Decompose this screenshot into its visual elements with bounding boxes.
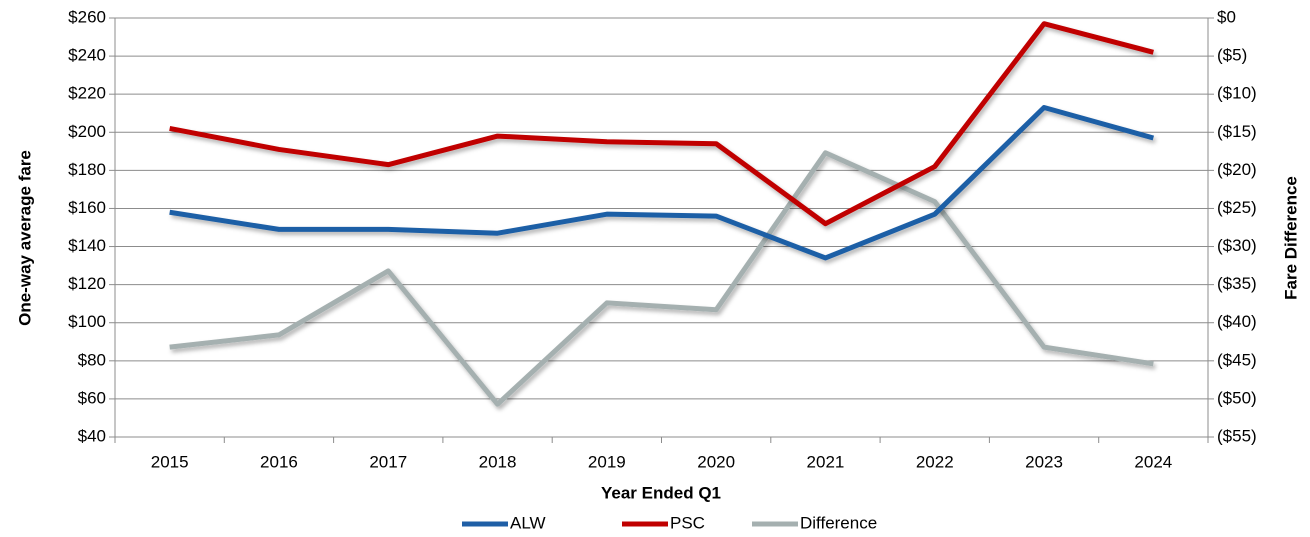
y-tick-label: $60 <box>78 388 106 407</box>
y2-tick-label: ($50) <box>1217 388 1257 407</box>
y2-tick-label: $0 <box>1217 7 1236 26</box>
y-tick-label: $160 <box>68 198 106 217</box>
y-tick-label: $100 <box>68 312 106 331</box>
series-line <box>169 150 1154 407</box>
x-tick-label: 2022 <box>916 452 954 471</box>
x-tick-label: 2018 <box>479 452 517 471</box>
y-tick-label: $240 <box>68 46 106 65</box>
y-tick-label: $200 <box>68 122 106 141</box>
x-tick-label: 2021 <box>807 452 845 471</box>
y-tick-label: $40 <box>78 426 106 445</box>
y2-axis-title: Fare Difference <box>1281 176 1300 300</box>
x-tick-label: 2019 <box>588 452 626 471</box>
x-tick-label: 2015 <box>151 452 189 471</box>
y2-tick-label: ($55) <box>1217 426 1257 445</box>
series-line <box>169 105 1155 261</box>
x-axis-title: Year Ended Q1 <box>601 483 721 502</box>
y2-tick-label: ($40) <box>1217 312 1257 331</box>
y2-tick-label: ($30) <box>1217 236 1257 255</box>
y2-tick-label: ($15) <box>1217 122 1257 141</box>
y2-tick-label: ($25) <box>1217 198 1257 217</box>
x-tick-label: 2024 <box>1134 452 1172 471</box>
y-axis-title: One-way average fare <box>15 150 34 326</box>
legend-label: ALW <box>510 513 546 532</box>
y-tick-label: $80 <box>78 350 106 369</box>
y2-tick-label: ($10) <box>1217 84 1257 103</box>
legend-label: Difference <box>800 513 877 532</box>
x-tick-label: 2017 <box>369 452 407 471</box>
legend-label: PSC <box>670 513 705 532</box>
y-tick-label: $120 <box>68 274 106 293</box>
x-tick-label: 2016 <box>260 452 298 471</box>
series-line <box>169 21 1154 227</box>
x-tick-label: 2023 <box>1025 452 1063 471</box>
y-tick-label: $140 <box>68 236 106 255</box>
x-tick-label: 2020 <box>697 452 735 471</box>
y2-tick-label: ($45) <box>1217 350 1257 369</box>
y2-tick-label: ($35) <box>1217 274 1257 293</box>
y2-tick-label: ($20) <box>1217 160 1257 179</box>
y-tick-label: $220 <box>68 84 106 103</box>
y-tick-label: $260 <box>68 7 106 26</box>
y2-tick-label: ($5) <box>1217 46 1247 65</box>
y-tick-label: $180 <box>68 160 106 179</box>
